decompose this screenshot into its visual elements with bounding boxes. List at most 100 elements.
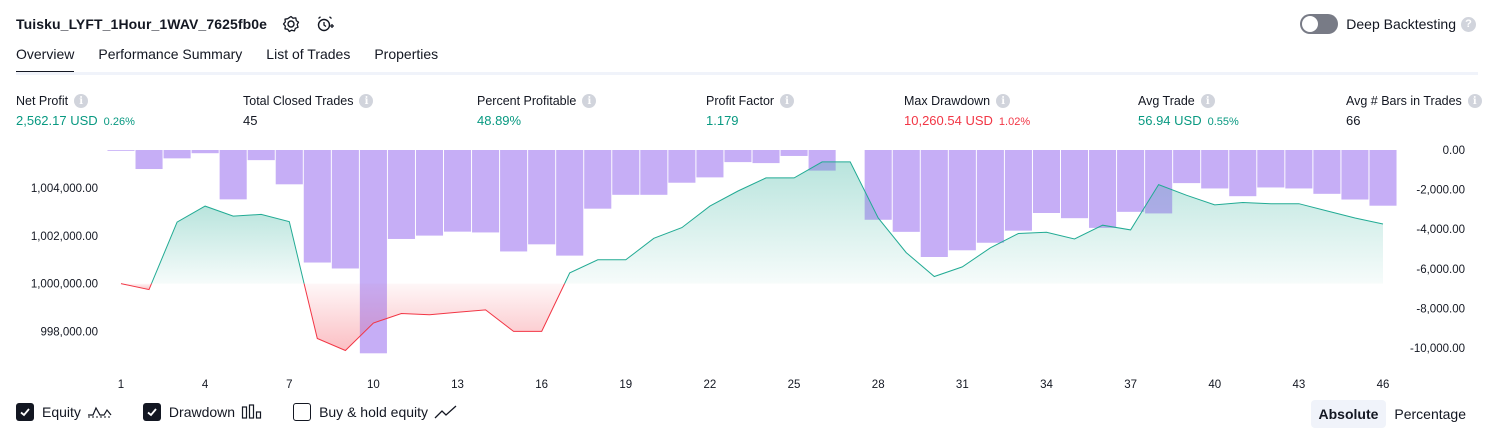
value-mode-toggle: Absolute Percentage xyxy=(1310,400,1475,428)
x-tick-label: 28 xyxy=(872,379,885,391)
drawdown-bar xyxy=(163,150,191,159)
drawdown-bar-overlay xyxy=(163,150,191,159)
drawdown-bar-overlay xyxy=(1369,150,1397,206)
equity-area-down xyxy=(304,283,565,351)
drawdown-bar-overlay xyxy=(191,150,219,154)
metric-label: Total Closed Trades xyxy=(243,94,354,108)
info-icon[interactable]: i xyxy=(996,94,1011,108)
x-tick-label: 37 xyxy=(1124,379,1137,391)
drawdown-bar xyxy=(1032,150,1060,213)
drawdown-bar xyxy=(780,150,808,156)
legend-label: Drawdown xyxy=(168,404,236,420)
drawdown-bar-overlay xyxy=(219,150,247,200)
tab-performance-summary[interactable]: Performance Summary xyxy=(98,46,243,62)
info-icon[interactable]: i xyxy=(74,94,89,108)
y-right-tick-label: -8,000.00 xyxy=(1416,303,1465,315)
equity-line xyxy=(120,161,1384,352)
drawdown-bar xyxy=(387,150,415,239)
drawdown-bar xyxy=(892,150,920,232)
mode-percentage[interactable]: Percentage xyxy=(1394,406,1466,422)
legend-drawdown[interactable]: Drawdown xyxy=(142,403,263,421)
y-right-tick-label: -4,000.00 xyxy=(1416,224,1465,236)
drawdown-bar-overlay xyxy=(303,150,331,263)
x-tick-label: 43 xyxy=(1292,379,1305,391)
y-right-tick-label: 0.00 xyxy=(1443,145,1465,157)
info-icon[interactable]: i xyxy=(780,94,795,108)
legend-buy-hold-equity[interactable]: Buy & hold equity xyxy=(293,403,458,421)
deep-backtesting: Deep Backtesting ? xyxy=(1300,14,1476,34)
drawdown-bar xyxy=(1229,150,1257,197)
info-icon[interactable]: i xyxy=(1200,94,1215,108)
help-icon[interactable]: ? xyxy=(1461,16,1476,32)
tab-properties[interactable]: Properties xyxy=(374,46,439,62)
drawdown-bar xyxy=(1004,150,1032,231)
metric-value: 45 xyxy=(243,113,258,128)
toggle-knob xyxy=(1302,16,1319,32)
drawdown-bar-overlay xyxy=(612,150,640,195)
metric-total-closed-trades: Total Closed Trades i 45 xyxy=(243,94,374,128)
info-icon[interactable]: i xyxy=(1467,94,1482,108)
drawdown-bar xyxy=(219,150,247,200)
metric-value: 10,260.54 USD xyxy=(904,113,993,128)
drawdown-bar-overlay xyxy=(668,150,696,183)
metric-max-drawdown: Max Drawdown i 10,260.54 USD 1.02% xyxy=(904,94,1030,128)
x-tick-label: 10 xyxy=(367,379,380,391)
drawdown-bar-overlay xyxy=(500,150,528,252)
drawdown-bar-overlay xyxy=(1201,150,1229,189)
drawdown-overlap xyxy=(107,150,1397,354)
metric-profit-factor: Profit Factor i 1.179 xyxy=(706,94,795,128)
drawdown-bar xyxy=(556,150,584,256)
drawdown-bar-overlay xyxy=(472,150,500,233)
metrics-row: Net Profit i 2,562.17 USD 0.26% Total Clos… xyxy=(0,94,1494,134)
drawdown-bar xyxy=(1201,150,1229,189)
metric-value: 56.94 USD xyxy=(1138,113,1202,128)
drawdown-bar-overlay xyxy=(1032,150,1060,213)
settings-icon[interactable] xyxy=(281,14,301,34)
buy-hold-checkbox[interactable] xyxy=(293,403,312,421)
metric-label: Net Profit xyxy=(16,94,69,108)
metric-avg-trade: Avg Trade i 56.94 USD 0.55% xyxy=(1138,94,1239,128)
drawdown-bar xyxy=(752,150,780,164)
drawdown-bar-overlay xyxy=(107,150,135,151)
tab-list-of-trades[interactable]: List of Trades xyxy=(266,46,351,62)
drawdown-bar xyxy=(640,150,668,195)
drawdown-bar-overlay xyxy=(528,150,556,245)
info-icon[interactable]: i xyxy=(359,94,374,108)
equity-line-down xyxy=(303,283,566,352)
y-axis-left: 1,004,000.00 1,002,000.00 1,000,000.00 998,… xyxy=(31,183,98,338)
tab-overview[interactable]: Overview xyxy=(16,46,75,74)
deep-backtesting-toggle[interactable] xyxy=(1300,14,1339,34)
legend-label: Equity xyxy=(42,404,81,420)
x-tick-label: 22 xyxy=(704,379,717,391)
equity-drawdown-chart[interactable]: 1,004,000.00 1,002,000.00 1,000,000.00 998,… xyxy=(0,140,1494,398)
metric-percent: 0.26% xyxy=(103,116,135,128)
drawdown-bar-overlay xyxy=(415,150,444,236)
buy-hold-line-icon xyxy=(434,404,458,420)
drawdown-checkbox[interactable] xyxy=(142,403,161,421)
drawdown-bar-overlay xyxy=(387,150,415,239)
info-icon[interactable]: i xyxy=(582,94,597,108)
drawdown-bar xyxy=(528,150,556,245)
equity-checkbox[interactable] xyxy=(16,403,34,421)
add-alert-icon[interactable] xyxy=(315,14,335,34)
equity-line-down xyxy=(120,283,152,291)
drawdown-bar xyxy=(668,150,696,183)
drawdown-bar-overlay xyxy=(724,150,752,163)
drawdown-bar xyxy=(275,150,303,185)
legend-equity[interactable]: Equity xyxy=(16,403,113,421)
strategy-header: Tuisku_LYFT_1Hour_1WAV_7625fb0e xyxy=(16,10,335,38)
drawdown-bar xyxy=(444,150,472,232)
drawdown-bar-overlay xyxy=(584,150,612,209)
mode-absolute[interactable]: Absolute xyxy=(1310,400,1387,428)
metric-avg-bars-in-trades: Avg # Bars in Trades i 66 xyxy=(1346,94,1482,128)
drawdown-bar xyxy=(724,150,752,163)
drawdown-bar-overlay xyxy=(1285,150,1313,189)
drawdown-bar-overlay xyxy=(1145,150,1173,214)
drawdown-bar-overlay xyxy=(1117,150,1145,212)
metric-label: Avg Trade xyxy=(1138,94,1195,108)
drawdown-bar xyxy=(1060,150,1089,219)
drawdown-bar xyxy=(1341,150,1369,200)
drawdown-bar xyxy=(191,150,219,154)
x-tick-label: 7 xyxy=(286,379,292,391)
y-right-tick-label: -10,000.00 xyxy=(1410,343,1465,355)
